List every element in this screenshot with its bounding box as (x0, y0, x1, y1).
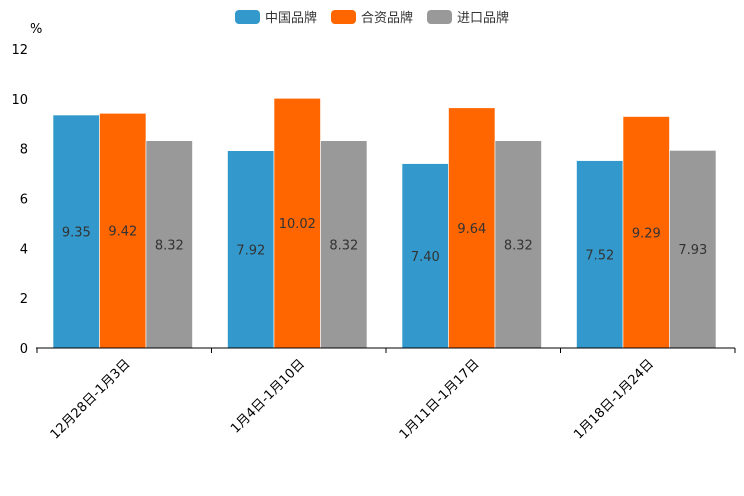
legend-item-joint-venture-brand[interactable]: 合资品牌 (330, 7, 413, 26)
bar-1-3[interactable] (622, 116, 670, 349)
bar-value-label: 9.35 (62, 226, 91, 241)
legend-swatch-joint-venture-brand (330, 9, 356, 24)
y-tick-label: 0 (20, 342, 28, 357)
legend-item-china-brand[interactable]: 中国品牌 (234, 7, 317, 26)
legend-label-joint-venture-brand: 合资品牌 (360, 11, 413, 26)
y-tick-label: 10 (11, 93, 28, 108)
bar-2-2[interactable] (494, 140, 542, 349)
bars-group (52, 98, 717, 349)
chart-legend: 中国品牌 合资品牌 进口品牌 (0, 7, 744, 26)
y-tick-label: 12 (11, 43, 28, 58)
bar-0-3[interactable] (576, 160, 624, 349)
y-tick-label: 6 (20, 193, 28, 208)
y-tick-label: 2 (20, 292, 28, 307)
x-tick-label: 12月28日-1月3日 (48, 357, 134, 443)
bar-value-label: 7.92 (236, 243, 265, 258)
bar-0-1[interactable] (227, 150, 275, 349)
bar-0-2[interactable] (401, 163, 449, 349)
y-tick-label: 8 (20, 143, 28, 158)
bar-2-3[interactable] (669, 150, 717, 349)
legend-swatch-china-brand (234, 9, 260, 24)
x-axis: 12月28日-1月3日 1月4日-1月10日 1月11日-1月17日 1月18日-1月… (36, 347, 736, 443)
bar-value-label: 10.02 (279, 217, 316, 232)
bar-value-label: 7.52 (585, 248, 614, 263)
bar-value-label: 8.32 (329, 238, 358, 253)
legend-label-import-brand: 进口品牌 (457, 11, 510, 26)
bar-labels-group: 9.35 9.42 8.32 7.92 10.02 8.32 7.40 9.64 8.32 7.5… (62, 217, 707, 265)
x-tick-label: 1月18日-1月24日 (571, 357, 657, 443)
bar-1-1[interactable] (273, 98, 321, 349)
bar-value-label: 7.93 (678, 243, 707, 258)
bar-1-2[interactable] (448, 107, 496, 349)
bar-value-label: 8.32 (155, 238, 184, 253)
legend-item-import-brand[interactable]: 进口品牌 (427, 7, 509, 26)
x-tick-label: 1月11日-1月17日 (397, 357, 483, 443)
bar-2-1[interactable] (320, 140, 368, 349)
bar-value-label: 8.32 (504, 238, 533, 253)
bar-value-label: 9.29 (632, 226, 661, 241)
x-tick-label: 1月4日-1月10日 (228, 357, 308, 437)
bar-value-label: 9.42 (108, 225, 137, 240)
y-axis: 0 2 4 6 8 10 12 (11, 43, 28, 357)
legend-swatch-import-brand (427, 9, 452, 24)
y-tick-label: 4 (20, 242, 28, 257)
bar-1-0[interactable] (99, 113, 147, 349)
y-axis-unit: % (30, 22, 42, 37)
bar-value-label: 7.40 (411, 250, 440, 265)
bar-value-label: 9.64 (457, 222, 486, 237)
legend-label-china-brand: 中国品牌 (264, 11, 317, 26)
bar-0-0[interactable] (52, 114, 100, 349)
